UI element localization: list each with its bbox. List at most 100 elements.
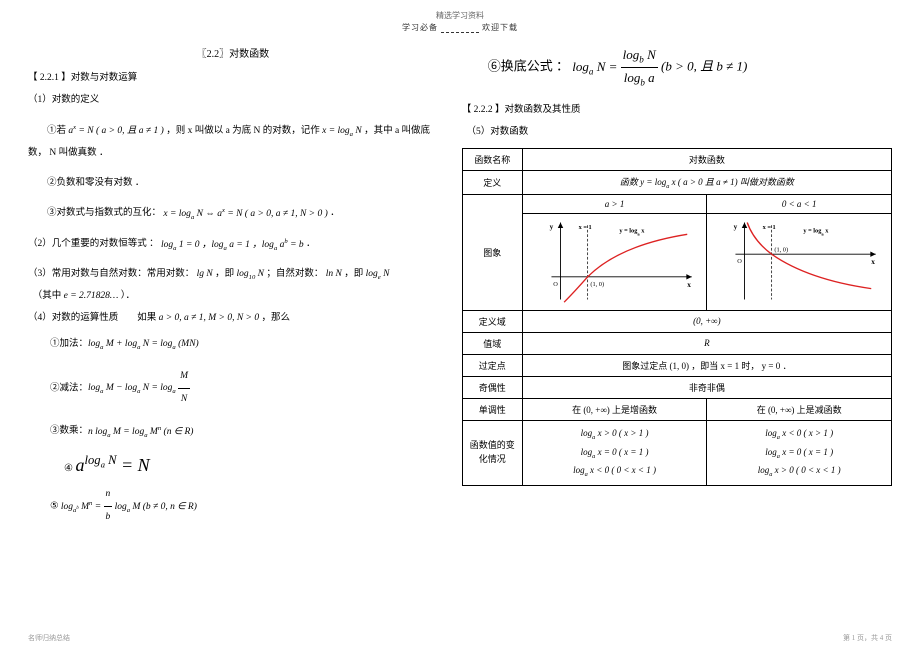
cell: 函数名称: [462, 148, 522, 170]
m: 图象过定点 (1, 0) ，即当 x = 1 时， y = 0 ．: [622, 361, 791, 371]
op-mul: ③数乘：n loga M = loga Mn (n ∈ R): [50, 420, 438, 443]
cell: (0, +∞): [522, 310, 891, 332]
m: loga N =: [572, 59, 620, 74]
operations: （4）对数的运算性质 如果 a > 0, a ≠ 1, M > 0, N > 0…: [28, 308, 438, 330]
cell: 在 (0, +∞) 上是增函数: [522, 398, 707, 420]
svg-text:y: y: [549, 223, 553, 231]
cell: 定义域: [462, 310, 522, 332]
m: loga x = 0 ( x = 1 ): [713, 444, 885, 463]
cell: 奇偶性: [462, 376, 522, 398]
m: (b > 0, 且 b ≠ 1): [658, 59, 748, 74]
t: （3）常用对数与自然对数：常用对数：: [28, 269, 197, 279]
right-column: ⑥换底公式 ： loga N = logb Nlogb a (b > 0, 且 …: [462, 45, 892, 529]
cell: loga x < 0 ( x > 1 ) loga x = 0 ( x = 1 …: [707, 420, 892, 485]
t: ⑤: [50, 502, 61, 512]
sub-left: 学习必备: [402, 23, 438, 32]
graph-increasing: y x O x = 1 y = loga x (1, 0): [522, 213, 707, 310]
def-line-2: ②负数和零没有对数 ．: [28, 173, 438, 195]
t: ，即: [213, 269, 237, 279]
sub-header: 学习必备 欢迎下载: [28, 22, 892, 33]
t: （其中: [38, 291, 64, 301]
t: ；自然对数：: [264, 269, 326, 279]
m: 0 < a < 1: [782, 199, 817, 209]
m: loga 1 = 0 ，loga a = 1 ，loga ab = b: [161, 240, 304, 250]
svg-text:x: x: [687, 281, 691, 289]
cell: 定义: [462, 170, 522, 194]
m: x = loga N: [322, 126, 362, 136]
svg-text:y = loga x: y = loga x: [619, 227, 645, 236]
heading-222: 【 2.2.2 】对数函数及其性质: [462, 100, 892, 122]
t: ①若: [47, 126, 68, 136]
op-exp: ④ aloga N = N: [64, 453, 438, 476]
cell: 函数值的变化情况: [462, 420, 522, 485]
subheading-5: （5）对数函数: [462, 122, 892, 144]
sub-right: 欢迎下载: [482, 23, 518, 32]
cell: loga x > 0 ( x > 1 ) loga x = 0 ( x = 1 …: [522, 420, 707, 485]
m: ln N: [326, 269, 342, 279]
svg-text:O: O: [553, 281, 558, 288]
svg-text:y = loga x: y = loga x: [804, 227, 830, 236]
cell: a > 1: [522, 194, 707, 213]
m: R: [704, 338, 710, 348]
cell: 0 < a < 1: [707, 194, 892, 213]
svg-text:x: x: [872, 258, 876, 266]
def-line-1: ①若 ax = N ( a > 0, 且 a ≠ 1 ) ，则 x 叫做以 a …: [28, 120, 438, 165]
change-base: ⑥换底公式 ： loga N = logb Nlogb a (b > 0, 且 …: [462, 45, 892, 90]
op-change: ⑤ logab Mn = nb loga M (b ≠ 0, n ∈ R): [50, 484, 438, 529]
m: ax = N ( a > 0, 且 a ≠ 1 ): [68, 126, 163, 136]
footer-right: 第 1 页，共 4 页: [843, 633, 892, 643]
t: ②减法：: [50, 383, 88, 393]
m: loga x = 0 ( x = 1 ): [529, 444, 701, 463]
t: ①加法：: [50, 339, 88, 349]
frac: nb: [104, 484, 113, 529]
t: ，则 x 叫做以 a 为底 N 的对数，记作: [164, 126, 322, 136]
cell: 图象: [462, 194, 522, 310]
t: ）．: [118, 291, 135, 301]
t: ⑥换底公式 ：: [488, 59, 569, 74]
common-log: （3）常用对数与自然对数：常用对数： lg N ，即 log10 N ；自然对数…: [28, 264, 438, 286]
m: loga x > 0 ( x > 1 ): [529, 425, 701, 444]
m: (0, +∞): [693, 316, 720, 326]
m: 函数 y = loga x ( a > 0 且 a ≠ 1) 叫做对数函数: [620, 177, 794, 187]
m: n loga M = loga Mn (n ∈ R): [88, 427, 193, 437]
n: n: [104, 484, 113, 507]
d: b: [104, 507, 113, 529]
m: a > 1: [605, 199, 625, 209]
cell: 非奇非偶: [522, 376, 891, 398]
heading-221: 【 2.2.1 】对数与对数运算: [28, 68, 438, 90]
d: N: [178, 389, 190, 411]
cell: 函数 y = loga x ( a > 0 且 a ≠ 1) 叫做对数函数: [522, 170, 891, 194]
svg-text:x = 1: x = 1: [578, 224, 591, 231]
m: lg N: [197, 269, 213, 279]
cell: 过定点: [462, 354, 522, 376]
properties-table: 函数名称 对数函数 定义 函数 y = loga x ( a > 0 且 a ≠…: [462, 148, 892, 486]
t: （5）对数函数: [471, 127, 528, 137]
m: loga x > 0 ( 0 < x < 1 ): [713, 462, 885, 481]
m: 在 (0, +∞) 上是减函数: [757, 405, 842, 415]
e-value: （其中 e = 2.71828… ）．: [28, 286, 438, 308]
def-heading: （1）对数的定义: [28, 90, 438, 112]
t: （4）对数的运算性质 如果: [28, 313, 159, 323]
n: M: [178, 366, 190, 389]
svg-text:(1, 0): (1, 0): [775, 246, 789, 253]
svg-text:x = 1: x = 1: [763, 224, 776, 231]
top-header: 精选学习资料: [28, 10, 892, 21]
t: ．: [304, 240, 316, 250]
d: logb a: [621, 68, 658, 90]
n: logb N: [621, 45, 658, 68]
cell: 值域: [462, 332, 522, 354]
svg-text:O: O: [738, 258, 743, 265]
op-add: ①加法：loga M + loga N = loga (MN): [50, 334, 438, 356]
svg-text:(1, 0): (1, 0): [590, 281, 604, 288]
m: loge N: [366, 269, 390, 279]
cell: 在 (0, +∞) 上是减函数: [707, 398, 892, 420]
cell: R: [522, 332, 891, 354]
sub-dash: [441, 23, 479, 33]
t: ，即: [342, 269, 366, 279]
m: loga M − loga N = loga: [88, 383, 178, 393]
m: loga x < 0 ( x > 1 ): [713, 425, 885, 444]
t: ，那么: [259, 313, 290, 323]
def-line-3: ③对数式与指数式的互化： x = loga N ⇔ ax = N ( a > 0…: [28, 202, 438, 225]
t: ．: [328, 209, 340, 219]
frac: MN: [178, 366, 190, 411]
